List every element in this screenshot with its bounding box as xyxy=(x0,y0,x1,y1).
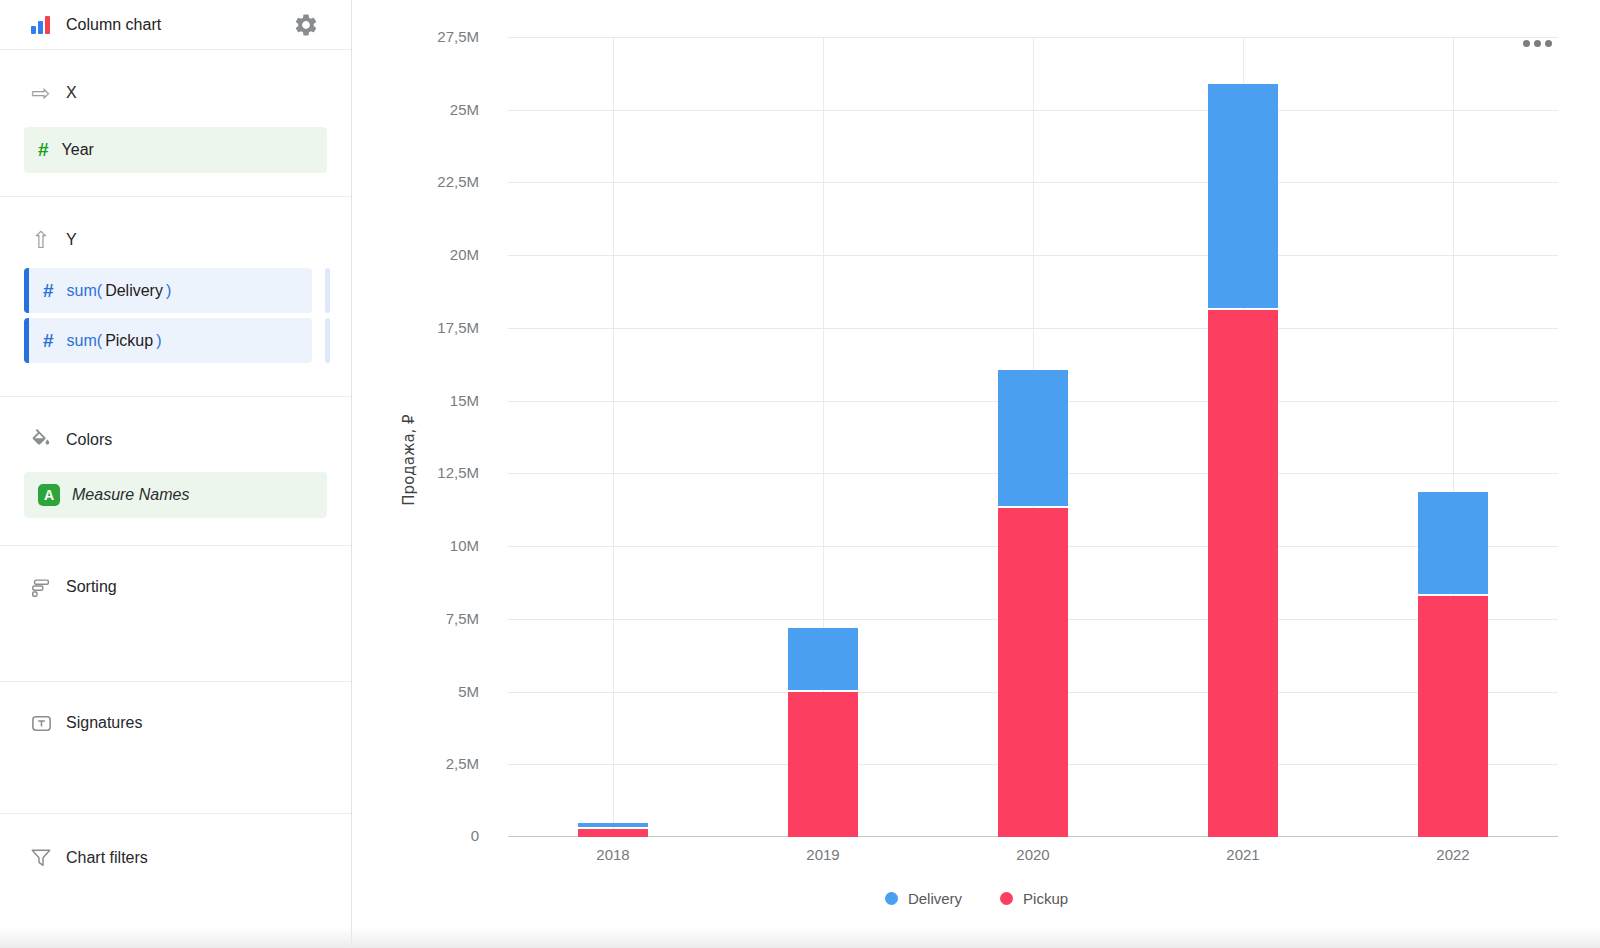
arrow-up-icon: ⇧ xyxy=(28,229,54,252)
field-chip-label: Year xyxy=(62,141,94,159)
funnel-filter-icon xyxy=(28,847,54,869)
bar-segment-delivery-2018[interactable] xyxy=(578,823,648,827)
y-tick-label: 22,5M xyxy=(389,173,479,190)
section-colors-header: Colors xyxy=(0,426,351,454)
number-hash-icon: # xyxy=(38,139,49,161)
y-tick-label: 2,5M xyxy=(389,755,479,772)
measure-chip-sum-pickup[interactable]: # sum( Pickup ) xyxy=(24,318,312,363)
gridline-x-2018 xyxy=(613,37,614,837)
x-tick-label: 2020 xyxy=(963,846,1103,863)
y-tick-label: 5M xyxy=(389,683,479,700)
x-tick-label: 2018 xyxy=(543,846,683,863)
y-tick-label: 7,5M xyxy=(389,610,479,627)
x-tick-label: 2019 xyxy=(753,846,893,863)
y-tick-label: 10M xyxy=(389,537,479,554)
field-chip-measure-names[interactable]: A Measure Names xyxy=(24,472,327,518)
legend-label: Pickup xyxy=(1023,890,1068,907)
chart-panel: Продажа, ₽ 02,5M5M7,5M10M12,5M15M17,5M20… xyxy=(353,0,1600,948)
section-y-label: Y xyxy=(66,231,77,249)
y-tick-label: 25M xyxy=(389,101,479,118)
measure-name: Delivery xyxy=(105,282,163,300)
paint-bucket-icon xyxy=(28,429,54,451)
aggregation-close: ) xyxy=(156,332,161,350)
sidebar-header: Column chart xyxy=(0,0,351,50)
field-chip-year[interactable]: # Year xyxy=(24,127,327,173)
section-sorting-label: Sorting xyxy=(66,578,117,596)
settings-gear-button[interactable] xyxy=(291,10,321,40)
column-chart-logo-icon xyxy=(28,13,52,37)
section-signatures-header[interactable]: Signatures xyxy=(0,709,351,737)
bar-segment-delivery-2022[interactable] xyxy=(1418,492,1488,594)
bar-segment-pickup-2019[interactable] xyxy=(788,692,858,837)
x-tick-label: 2021 xyxy=(1173,846,1313,863)
plot-area: 20182019202020212022 xyxy=(508,37,1558,837)
y-axis-tick-labels: 02,5M5M7,5M10M12,5M15M17,5M20M22,5M25M27… xyxy=(389,37,479,837)
bar-segment-pickup-2018[interactable] xyxy=(578,829,648,837)
section-chart-filters-header[interactable]: Chart filters xyxy=(0,844,351,872)
sorting-bars-icon xyxy=(28,576,54,598)
bar-segment-delivery-2019[interactable] xyxy=(788,628,858,689)
section-y: ⇧ Y # sum( Delivery ) # sum( Pickup ) xyxy=(0,197,351,397)
section-sorting: Sorting xyxy=(0,546,351,682)
legend-item-pickup[interactable]: Pickup xyxy=(1000,890,1068,907)
text-label-icon xyxy=(28,712,54,735)
number-hash-icon: # xyxy=(43,330,54,352)
section-x-label: X xyxy=(66,84,77,102)
section-x: ⇨ X # Year xyxy=(0,50,351,197)
section-x-header: ⇨ X xyxy=(0,79,351,107)
section-colors-label: Colors xyxy=(66,431,112,449)
bar-segment-delivery-2020[interactable] xyxy=(998,370,1068,507)
app-root: Column chart ⇨ X # Year ⇧ Y xyxy=(0,0,1600,948)
bar-segment-pickup-2021[interactable] xyxy=(1208,310,1278,837)
aggregation-open: sum( xyxy=(67,332,103,350)
y-tick-label: 27,5M xyxy=(389,28,479,45)
bar-segment-delivery-2021[interactable] xyxy=(1208,84,1278,308)
legend-dot-pickup xyxy=(1000,892,1013,905)
bar-segment-pickup-2020[interactable] xyxy=(998,508,1068,837)
y-tick-label: 17,5M xyxy=(389,319,479,336)
chart-type-title: Column chart xyxy=(66,16,161,34)
bar-segment-pickup-2022[interactable] xyxy=(1418,596,1488,837)
sidebar: Column chart ⇨ X # Year ⇧ Y xyxy=(0,0,352,948)
field-chip-label: Measure Names xyxy=(72,486,189,504)
chart-legend: Delivery Pickup xyxy=(353,890,1600,907)
section-chart-filters-label: Chart filters xyxy=(66,849,148,867)
gear-icon xyxy=(293,12,319,38)
attribute-a-icon: A xyxy=(38,484,60,506)
aggregation-close: ) xyxy=(166,282,171,300)
legend-item-delivery[interactable]: Delivery xyxy=(885,890,962,907)
section-sorting-header[interactable]: Sorting xyxy=(0,573,351,601)
section-colors: Colors A Measure Names xyxy=(0,397,351,546)
y-tick-label: 15M xyxy=(389,392,479,409)
section-signatures-label: Signatures xyxy=(66,714,143,732)
y-tick-label: 12,5M xyxy=(389,464,479,481)
section-y-header: ⇧ Y xyxy=(0,226,351,254)
measure-name: Pickup xyxy=(105,332,153,350)
x-tick-label: 2022 xyxy=(1383,846,1523,863)
section-chart-filters: Chart filters xyxy=(0,814,351,948)
measure-chip-sum-delivery[interactable]: # sum( Delivery ) xyxy=(24,268,312,313)
arrow-right-icon: ⇨ xyxy=(28,82,54,105)
legend-dot-delivery xyxy=(885,892,898,905)
aggregation-open: sum( xyxy=(67,282,103,300)
legend-label: Delivery xyxy=(908,890,962,907)
y-tick-label: 20M xyxy=(389,246,479,263)
section-signatures: Signatures xyxy=(0,682,351,814)
y-tick-label: 0 xyxy=(389,827,479,844)
number-hash-icon: # xyxy=(43,280,54,302)
